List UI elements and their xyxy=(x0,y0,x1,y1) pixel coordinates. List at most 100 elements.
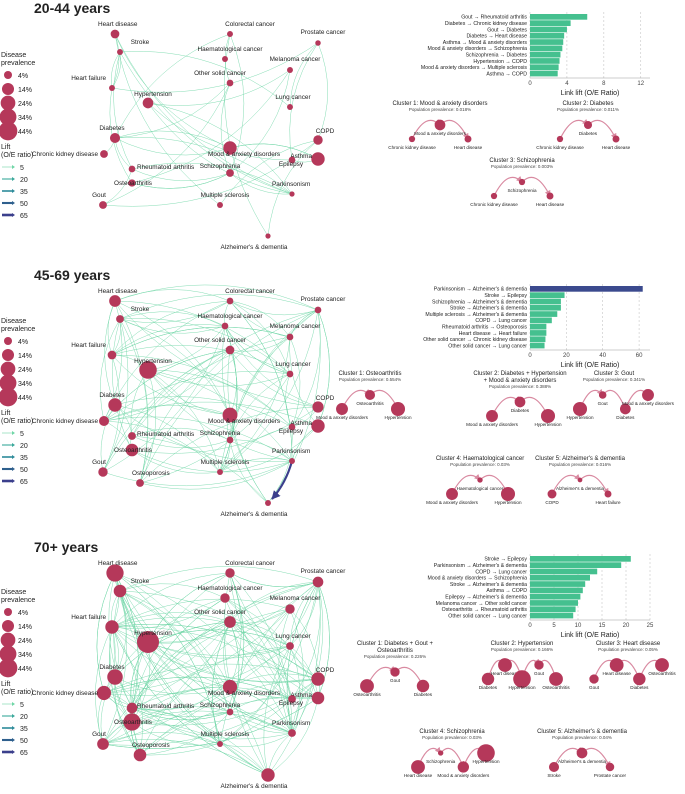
node-mood-anxiety-disorders xyxy=(222,679,238,695)
bar-label: Schizophrenia → Diabetes xyxy=(466,53,528,59)
node-lung-cancer xyxy=(287,104,293,110)
cluster-node-label: Mood & anxiety disorders xyxy=(316,415,369,420)
network-edge xyxy=(131,678,319,726)
cluster-title: Cluster 1: Mood & anxiety disorders xyxy=(392,101,487,107)
legend-lift-arrow xyxy=(12,702,15,706)
node-haematological-cancer xyxy=(221,322,229,330)
cluster-node-label: Gout xyxy=(589,685,600,690)
network-edge xyxy=(219,581,319,745)
legend-lift-label: 35 xyxy=(20,455,28,462)
legend-lift-title: (O/E ratio) xyxy=(1,689,33,696)
network-edge xyxy=(229,336,291,352)
network-edge xyxy=(289,309,319,338)
node-label: Heart failure xyxy=(71,342,106,349)
legend-lift-arrow xyxy=(12,738,15,742)
node-label: Chronic kidney disease xyxy=(32,690,99,697)
bar-label: Other solid cancer → Lung cancer xyxy=(448,343,527,349)
bar xyxy=(530,574,590,581)
bar xyxy=(530,20,571,26)
node-label: Heart disease xyxy=(98,560,138,567)
cluster-node-label: Chronic kidney disease xyxy=(388,145,436,150)
node-alzheimer-s-dementia xyxy=(265,500,271,506)
network-edge xyxy=(114,404,293,462)
network-edge xyxy=(139,373,291,484)
cluster-node xyxy=(642,389,654,401)
network-edge xyxy=(267,426,293,504)
bar xyxy=(530,323,547,330)
node-asthma xyxy=(311,152,325,166)
node-label: Asthma xyxy=(290,420,312,427)
cluster-node xyxy=(477,744,495,762)
node-label: Prostate cancer xyxy=(301,296,347,303)
network-edge xyxy=(111,626,269,776)
bar-label: Multiple sclerosis → Alzheimer's & demen… xyxy=(425,312,527,318)
cluster-node xyxy=(583,120,593,130)
cluster-node xyxy=(549,672,563,686)
legend-lift-arrow xyxy=(12,479,15,483)
network-edge xyxy=(119,566,319,592)
legend-lift-label: 5 xyxy=(20,702,24,709)
node-label: Mood & anxiety disorders xyxy=(208,151,280,158)
bar-label: Other solid cancer → Chronic kidney dise… xyxy=(423,337,527,343)
bar xyxy=(530,64,559,71)
node-osteoarthritis xyxy=(128,179,136,187)
cluster-prevalence: Population prevalence: 0.03% xyxy=(422,735,482,740)
cluster-node-label: Hypertension xyxy=(384,415,412,420)
bar-label: Osteoarthritis → Rheumatoid arthritis xyxy=(442,607,528,613)
cluster-prevalence: Population prevalence: 0.341% xyxy=(583,377,645,382)
network-edge xyxy=(229,572,319,588)
legend-prevalence-label: 34% xyxy=(18,115,32,122)
legend-lift-label: 50 xyxy=(20,201,28,208)
node-label: Parkinsonism xyxy=(272,181,310,188)
node-chronic-kidney-disease xyxy=(100,150,108,158)
bar xyxy=(530,45,563,52)
node-colorectal-cancer xyxy=(226,297,234,305)
cluster-node-label: Hypertension xyxy=(494,500,522,505)
cluster: Cluster 1: Diabetes + Gout +Osteoarthrit… xyxy=(353,641,433,697)
network-edge xyxy=(289,336,301,428)
network-edge xyxy=(119,590,231,713)
cluster-node xyxy=(416,679,430,693)
legend-prevalence-title: Disease xyxy=(1,52,26,59)
bar xyxy=(530,600,578,606)
network-edge xyxy=(100,318,121,422)
network-edge xyxy=(132,641,149,756)
node-label: Parkinsonism xyxy=(272,720,310,727)
cluster-node-label: Mood & anxiety disorders xyxy=(426,500,479,505)
legend-prevalence-label: 44% xyxy=(18,666,32,673)
node-diabetes xyxy=(109,132,121,144)
node-epilepsy xyxy=(288,423,296,431)
node-label: Diabetes xyxy=(99,392,124,399)
network-edge xyxy=(102,325,226,473)
network-edge xyxy=(139,369,156,484)
cluster-title: Cluster 3: Heart disease xyxy=(596,641,661,647)
network-edge xyxy=(317,309,330,427)
node-label: Prostate cancer xyxy=(301,568,347,575)
cluster-node xyxy=(434,119,446,131)
bar-label: Asthma → COPD xyxy=(486,71,527,77)
legend-lift-title: (O/E ratio) xyxy=(1,152,33,159)
node-label: Other solid cancer xyxy=(194,70,247,77)
bar xyxy=(530,51,561,58)
bar-label: Diabetes → Heart disease xyxy=(466,34,527,40)
legend-prevalence-dot xyxy=(0,658,18,678)
cluster-node xyxy=(609,658,624,672)
node-copd xyxy=(312,401,324,413)
network-edge xyxy=(111,598,291,628)
network-edge xyxy=(103,645,291,696)
network-edge xyxy=(212,621,231,745)
node-label: Lung cancer xyxy=(275,94,311,101)
network: Heart disease Stroke Colorectal cancer Haem… xyxy=(32,284,347,518)
node-rheumatoid-arthritis xyxy=(128,165,136,173)
legend-lift-title: Lift xyxy=(1,681,10,688)
cluster-node-label: Gout xyxy=(534,671,545,676)
network-edge xyxy=(147,572,231,643)
x-axis-title: Link lift (O/E Ratio) xyxy=(561,362,620,369)
cluster-edge xyxy=(551,474,581,495)
cluster-node xyxy=(390,401,406,417)
legend-lift-label: 35 xyxy=(20,726,28,733)
network-edge xyxy=(131,707,269,776)
